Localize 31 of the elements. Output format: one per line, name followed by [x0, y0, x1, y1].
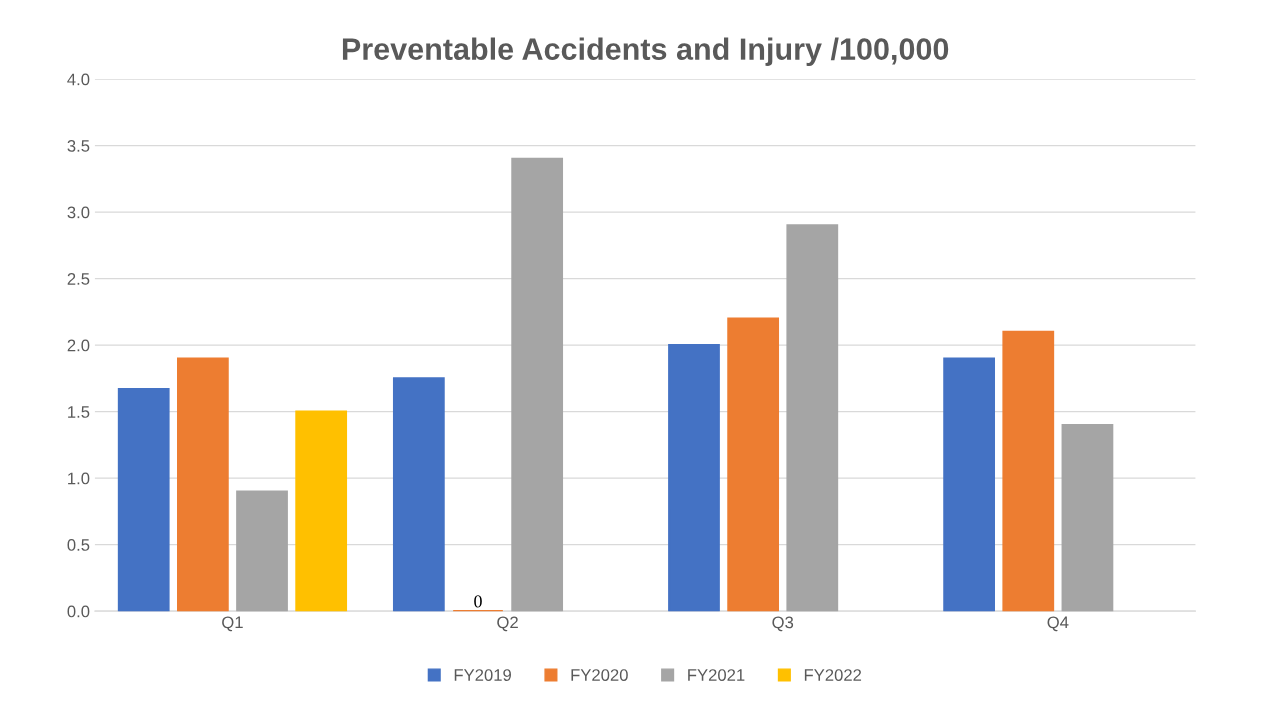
bar: [295, 410, 348, 612]
y-tick-label: 2.5: [67, 273, 90, 285]
x-tick-label: Q4: [1047, 616, 1069, 632]
y-tick-label: 0.0: [67, 605, 90, 618]
bar: [786, 224, 839, 612]
bar: [668, 344, 720, 612]
bar: [392, 377, 445, 612]
x-tick-label: Q1: [222, 616, 243, 632]
bar: [1002, 330, 1055, 612]
x-tick-label: Q2: [497, 616, 518, 632]
y-tick-label: 3.5: [67, 140, 90, 152]
bar: [511, 157, 564, 612]
y-tick-label: 1.5: [68, 406, 90, 418]
bar: [727, 317, 780, 612]
chart-title: Preventable Accidents and Injury /100,000: [342, 37, 949, 66]
data-label: 0: [474, 595, 482, 608]
bar: [176, 357, 229, 612]
legend-label: FY2020: [571, 669, 628, 681]
bar: [1061, 423, 1114, 612]
bar: [236, 490, 288, 612]
y-tick-label: 0.5: [67, 539, 90, 551]
legend-label: FY2021: [688, 669, 745, 681]
x-tick-label: Q3: [772, 616, 794, 632]
y-tick-label: 2.0: [67, 339, 90, 352]
legend-label: FY2022: [804, 669, 862, 681]
legend-label: FY2019: [454, 669, 511, 681]
y-tick-label: 4.0: [67, 73, 90, 86]
bar: [943, 357, 996, 612]
y-tick-label: 3.0: [67, 206, 90, 219]
y-tick-label: 1.0: [68, 472, 90, 485]
bar: [117, 387, 170, 612]
